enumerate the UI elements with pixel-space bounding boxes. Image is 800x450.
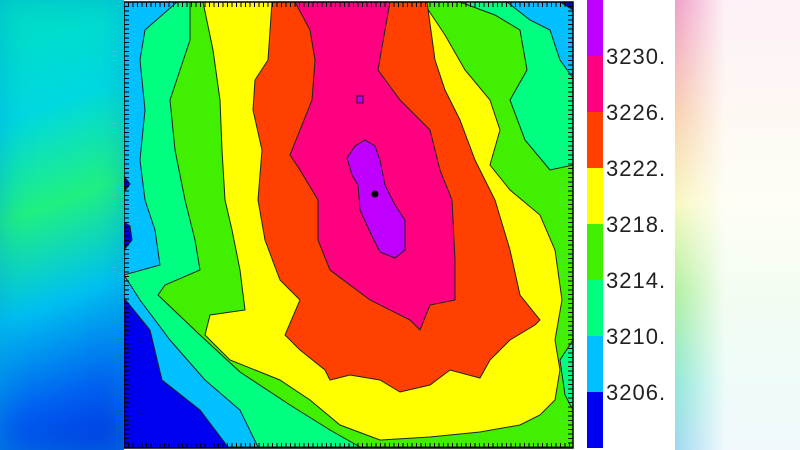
colorbar-segment-3214	[587, 280, 603, 336]
colorbar-segment-3230	[587, 56, 603, 112]
colorbar-label: 3210.	[606, 324, 667, 349]
colorbar-label: 3222.	[606, 156, 667, 181]
contour-plot	[124, 1, 574, 449]
contour-band-top	[346, 139, 406, 259]
blurred-background-right	[675, 0, 800, 450]
colorbar-segment-3210	[587, 336, 603, 392]
colorbar-segment-top	[587, 0, 603, 56]
axis-ticks	[124, 1, 573, 448]
colorbar-label: 3230.	[606, 44, 667, 69]
colorbar-label: 3226.	[606, 100, 667, 125]
plot-frame	[124, 1, 574, 449]
blurred-background-left	[0, 0, 124, 450]
colorbar-label: 3218.	[606, 212, 667, 237]
colorbar	[587, 0, 603, 448]
colorbar-segment-3226	[587, 112, 603, 168]
colorbar-segment-3218	[587, 224, 603, 280]
colorbar-label: 3214.	[606, 268, 667, 293]
peak-marker-dot	[371, 190, 379, 198]
colorbar-segment-3222	[587, 168, 603, 224]
colorbar-label: 3206.	[606, 380, 667, 405]
contour-band-top-small	[356, 95, 364, 104]
colorbar-segment-3206	[587, 392, 603, 448]
